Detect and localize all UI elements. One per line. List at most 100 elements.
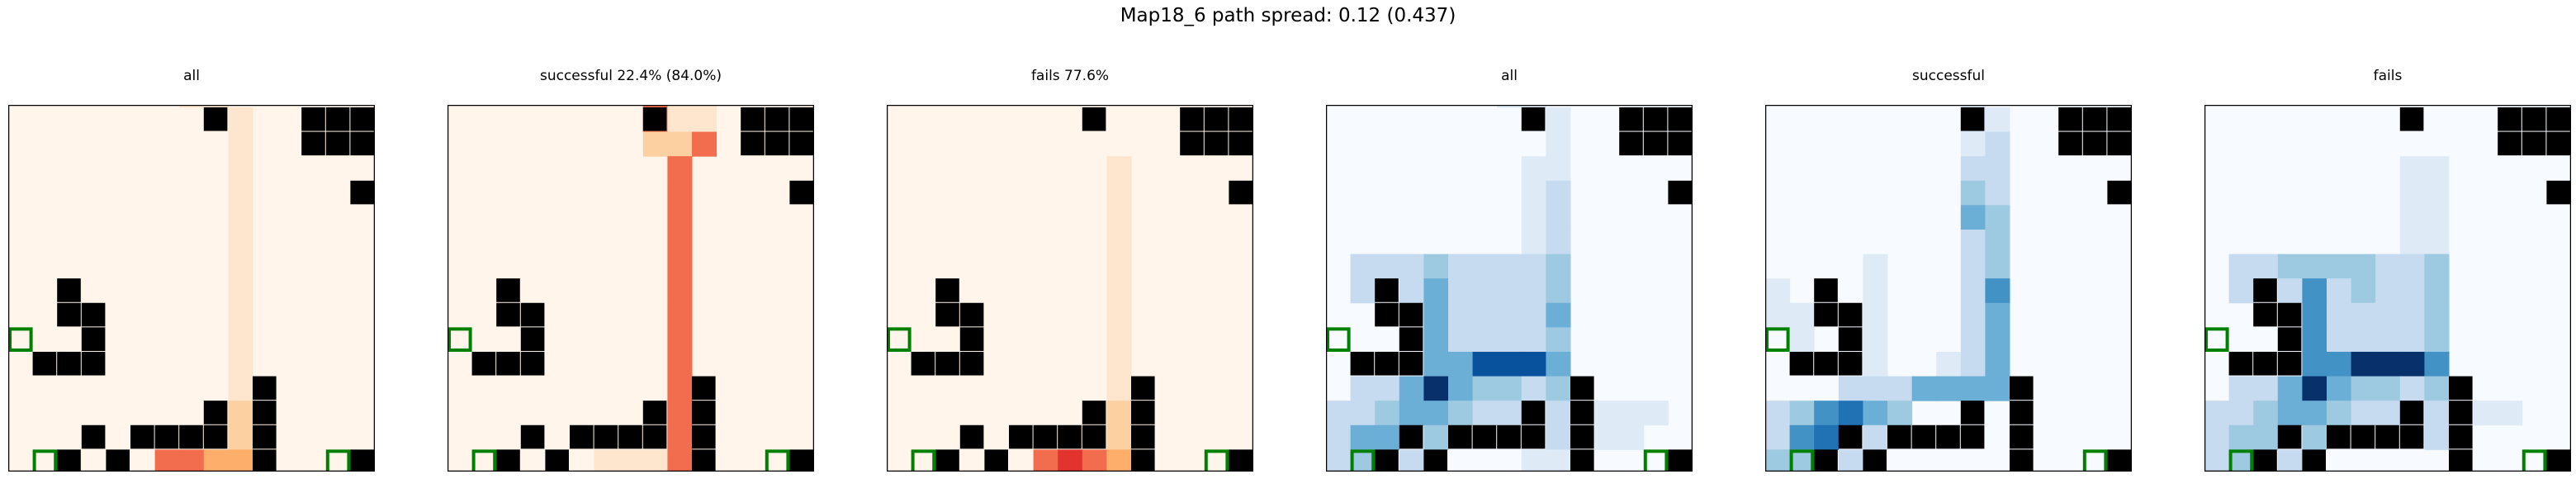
- heat-cell: [1521, 302, 1546, 328]
- panel-title-all-blues: all: [1501, 68, 1518, 84]
- goal-marker: [2082, 449, 2108, 472]
- wall-cell: [2058, 131, 2082, 156]
- heat-cell: [1423, 351, 1449, 377]
- goal-marker: [1765, 327, 1790, 352]
- wall-cell: [2546, 449, 2570, 472]
- heat-cell: [1546, 327, 1571, 353]
- wall-cell: [1229, 131, 1252, 156]
- heat-cell: [2424, 401, 2450, 426]
- heat-cell: [2302, 351, 2327, 377]
- wall-cell: [2010, 449, 2034, 472]
- heat-cell: [2351, 351, 2376, 377]
- heat-cell: [1106, 351, 1132, 377]
- heat-cell: [667, 401, 693, 426]
- wall-cell: [1570, 401, 1594, 424]
- heat-cell: [2277, 278, 2303, 304]
- heat-cell: [2228, 401, 2254, 426]
- wall-cell: [1911, 424, 1936, 449]
- wall-cell: [692, 424, 716, 449]
- heat-cell: [594, 449, 619, 472]
- wall-cell: [32, 351, 57, 376]
- heat-cell: [1423, 254, 1449, 279]
- heat-cell: [1985, 107, 2010, 133]
- wall-cell: [1375, 278, 1399, 302]
- wall-cell: [1814, 302, 1838, 327]
- wall-cell: [2522, 107, 2546, 131]
- heat-cell: [2277, 449, 2303, 472]
- wall-cell: [1350, 351, 1375, 376]
- heat-cell: [2424, 351, 2450, 377]
- heat-cell: [2399, 254, 2425, 279]
- axes-frame: [1326, 105, 1693, 472]
- heatmap-all-reds: [8, 105, 375, 472]
- wall-cell: [350, 131, 374, 156]
- wall-cell: [520, 351, 545, 376]
- heatmap-fails-blues: [2204, 105, 2571, 472]
- wall-cell: [1131, 449, 1155, 472]
- wall-cell: [789, 180, 813, 205]
- heat-cell: [1106, 327, 1132, 353]
- heat-cell: [1594, 424, 1620, 450]
- heat-cell: [2375, 376, 2401, 401]
- heat-cell: [1863, 424, 1888, 450]
- heat-cell: [667, 327, 693, 353]
- heat-cell: [1863, 401, 1888, 426]
- heat-cell: [1863, 327, 1888, 353]
- heat-cell: [1863, 351, 1888, 377]
- heat-cell: [1985, 254, 2010, 279]
- wall-cell: [789, 131, 813, 156]
- wall-cell: [1229, 180, 1252, 205]
- heat-cell: [1960, 376, 1986, 401]
- wall-cell: [253, 424, 277, 449]
- heatmap-svg: [8, 105, 375, 472]
- heat-cell: [1960, 351, 1986, 377]
- heat-cell: [2277, 254, 2303, 279]
- heatmap-successful-blues: [1765, 105, 2132, 472]
- wall-cell: [1838, 351, 1863, 376]
- heat-cell: [228, 449, 253, 472]
- heat-cell: [2204, 449, 2230, 472]
- wall-cell: [2277, 327, 2302, 351]
- heat-cell: [2253, 254, 2279, 279]
- wall-cell: [203, 401, 228, 424]
- heat-cell: [1106, 424, 1132, 450]
- heat-cell: [667, 449, 693, 472]
- heat-cell: [1619, 401, 1645, 426]
- wall-cell: [1229, 107, 1252, 131]
- heat-cell: [1399, 449, 1424, 472]
- heat-cell: [1497, 351, 1522, 377]
- heat-cell: [667, 229, 693, 255]
- wall-cell: [1399, 327, 1423, 351]
- wall-cell: [642, 107, 667, 131]
- heat-cell: [1546, 229, 1571, 255]
- heat-cell: [1399, 376, 1424, 401]
- heat-cell: [228, 351, 253, 377]
- heat-cell: [1960, 180, 1986, 206]
- heat-cell: [2351, 401, 2376, 426]
- heat-cell: [1985, 278, 2010, 304]
- wall-cell: [2449, 376, 2473, 401]
- wall-cell: [1521, 401, 1546, 424]
- heat-cell: [1985, 302, 2010, 328]
- heat-cell: [2399, 229, 2425, 255]
- heat-cell: [1960, 105, 1986, 108]
- heat-cell: [1546, 376, 1571, 401]
- heat-cell: [1985, 156, 2010, 182]
- heat-cell: [228, 229, 253, 255]
- wall-cell: [2277, 351, 2302, 376]
- heat-cell: [692, 131, 717, 157]
- heat-cell: [2302, 254, 2327, 279]
- heat-cell: [2424, 205, 2450, 230]
- heat-cell: [1106, 401, 1132, 426]
- heat-cell: [2327, 401, 2352, 426]
- wall-cell: [130, 424, 154, 449]
- heat-cell: [2424, 229, 2450, 255]
- wall-cell: [57, 302, 81, 327]
- heat-cell: [1326, 401, 1352, 426]
- heat-cell: [1472, 278, 1498, 304]
- heat-cell: [1838, 376, 1863, 401]
- wall-cell: [106, 449, 130, 472]
- heat-cell: [1106, 180, 1132, 206]
- heat-cell: [1448, 302, 1474, 328]
- axes-frame: [887, 105, 1253, 472]
